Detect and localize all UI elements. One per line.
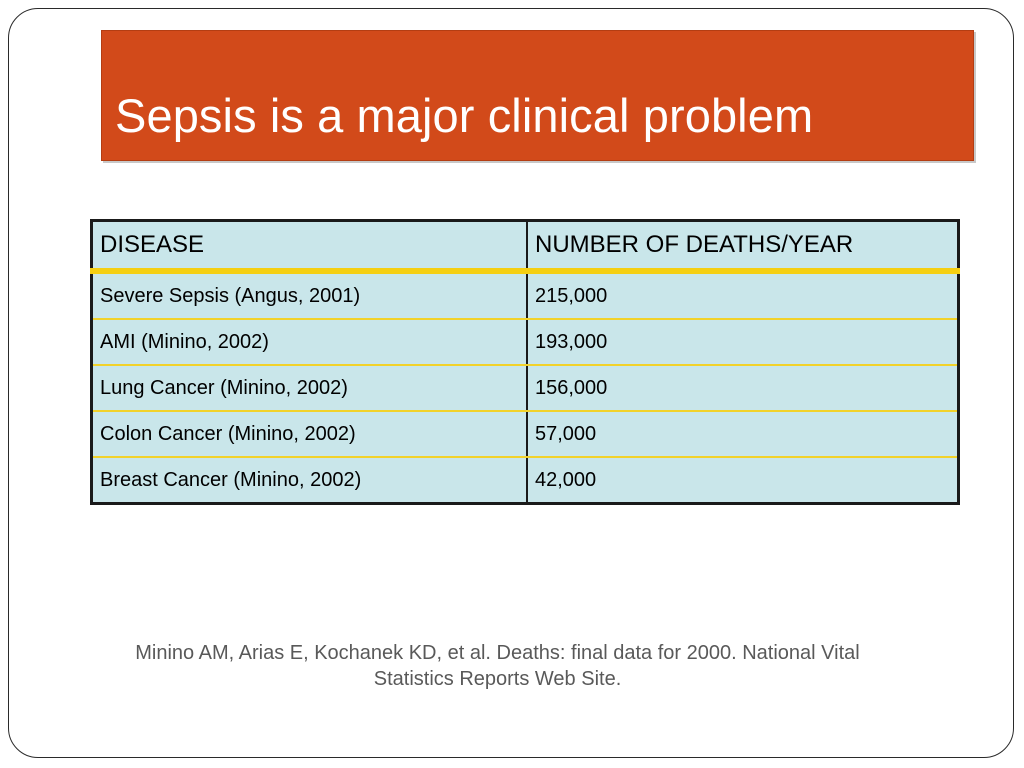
- disease-cell: Breast Cancer (Minino, 2002): [91, 457, 528, 504]
- table-row: Colon Cancer (Minino, 2002) 57,000: [91, 411, 959, 458]
- slide-title: Sepsis is a major clinical problem: [115, 89, 814, 142]
- header-disease: DISEASE: [91, 220, 528, 274]
- deaths-table: DISEASE NUMBER OF DEATHS/YEAR Severe Sep…: [90, 219, 960, 505]
- table-row: Breast Cancer (Minino, 2002) 42,000: [91, 457, 959, 504]
- deaths-cell: 57,000: [527, 411, 959, 458]
- disease-cell: Colon Cancer (Minino, 2002): [91, 411, 528, 458]
- deaths-cell: 193,000: [527, 319, 959, 366]
- table-header-row: DISEASE NUMBER OF DEATHS/YEAR: [91, 220, 959, 274]
- table-row: AMI (Minino, 2002) 193,000: [91, 319, 959, 366]
- citation-line-1: Minino AM, Arias E, Kochanek KD, et al. …: [135, 642, 860, 664]
- citation-line-2: Statistics Reports Web Site.: [373, 668, 622, 690]
- disease-cell: AMI (Minino, 2002): [91, 319, 528, 366]
- deaths-cell: 215,000: [527, 271, 959, 320]
- deaths-cell: 42,000: [535, 468, 597, 491]
- title-banner: Sepsis is a major clinical problem: [101, 30, 974, 161]
- deaths-cell: 156,000: [527, 365, 959, 412]
- header-deaths-per-year: NUMBER OF DEATHS/YEAR: [527, 220, 959, 274]
- disease-cell: Lung Cancer (Minino, 2002): [91, 365, 528, 412]
- table-row: Severe Sepsis (Angus, 2001) 215,000: [91, 271, 959, 320]
- table-row: Lung Cancer (Minino, 2002) 156,000: [91, 365, 959, 412]
- disease-cell: Severe Sepsis (Angus, 2001): [91, 271, 528, 320]
- citation: Minino AM, Arias E, Kochanek KD, et al. …: [96, 640, 899, 692]
